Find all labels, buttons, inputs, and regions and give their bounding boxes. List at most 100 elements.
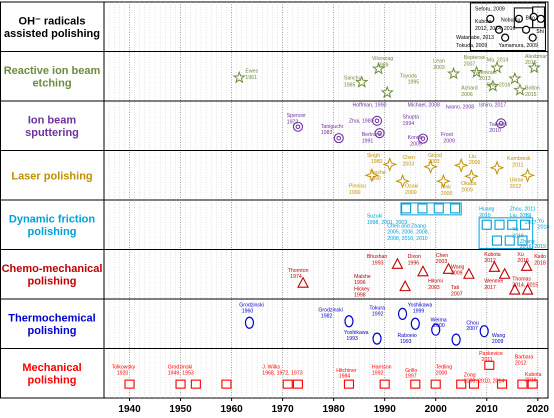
cmp-point-0 bbox=[297, 276, 309, 288]
thermo-point-3 bbox=[397, 307, 408, 320]
thermo-annotation-5: 1992 bbox=[372, 311, 384, 317]
ibs-annotation-13: Kondo bbox=[408, 135, 423, 141]
oh-annotation-2: 2012, 2014, 2016 bbox=[475, 26, 516, 32]
laser-annotation-11: 1990 bbox=[369, 176, 381, 182]
ibs-annotation-9: Taniguchi bbox=[321, 124, 343, 130]
mech-annotation-16: Barbara bbox=[515, 354, 534, 360]
oh-point-0 bbox=[486, 14, 495, 23]
cmp-annotation-19: 1998 bbox=[354, 293, 366, 299]
mech-annotation-12: Tedling bbox=[436, 364, 453, 370]
mech-annotation-3: 1949, 1953 bbox=[168, 370, 194, 376]
ibs-annotation-12: 1991 bbox=[362, 139, 374, 145]
oh-annotation-8: Shi bbox=[536, 29, 544, 35]
cmp-annotation-22: Tati bbox=[451, 285, 459, 291]
laser-annotation-6: Liu bbox=[469, 154, 476, 160]
dfp-point-3 bbox=[450, 203, 461, 214]
rie-annotation-1: 1961 bbox=[245, 75, 257, 81]
cmp-annotation-4: Chen bbox=[436, 253, 449, 259]
thermo-annotation-0: Grodzinski bbox=[239, 302, 264, 308]
thermo-annotation-12: Raboeio bbox=[397, 333, 416, 339]
cmp-annotation-5: 2003 bbox=[436, 259, 448, 265]
cmp-point-9 bbox=[508, 283, 521, 295]
thermo-annotation-8: Weima bbox=[431, 317, 447, 323]
rie-annotation-13: Alexbman bbox=[525, 54, 548, 60]
laser-annotation-21: 2012 bbox=[510, 184, 522, 190]
row-label-ibs: Ion beam bbox=[28, 115, 77, 127]
rie-point-9 bbox=[486, 79, 500, 92]
oh-annotation-4: Tokuda, 2009 bbox=[456, 43, 487, 49]
cmp-point-4 bbox=[442, 262, 455, 274]
rie-annotation-7: 1995 bbox=[408, 80, 420, 86]
rie-annotation-18: 2006 bbox=[461, 92, 473, 98]
data-marks bbox=[124, 12, 545, 389]
rie-annotation-5: 1985 bbox=[344, 83, 356, 89]
row-label-dfp: polishing bbox=[28, 226, 77, 238]
dfp-point-7 bbox=[519, 219, 531, 230]
laser-point-2 bbox=[395, 173, 411, 189]
thermo-annotation-3: 1982 bbox=[321, 313, 333, 319]
ibs-point-5 bbox=[371, 115, 383, 126]
thermo-annotation-14: Chou bbox=[466, 320, 479, 326]
laser-point-3 bbox=[423, 159, 439, 175]
row-label-cmp: Chemo-mechanical bbox=[2, 263, 103, 275]
mech-point-1 bbox=[175, 379, 186, 389]
cmp-annotation-9: 2012 bbox=[484, 258, 496, 264]
oh-annotation-1: Kubota bbox=[475, 19, 492, 25]
cmp-annotation-10: Xu bbox=[517, 252, 523, 258]
thermo-point-1 bbox=[344, 315, 354, 328]
oh-annotation-3: Watanabe, 2013 bbox=[456, 35, 494, 41]
dfp-annotation-6: Yu bbox=[525, 213, 531, 219]
mech-annotation-9: 1992 bbox=[372, 370, 384, 376]
x-tick-label-6: 2000 bbox=[425, 404, 448, 415]
laser-annotation-8: Kumbresk bbox=[507, 156, 531, 162]
row-label-rie: etching bbox=[32, 78, 71, 90]
rie-annotation-10: Bepterssi bbox=[464, 55, 486, 61]
cmp-annotation-18: Hickey bbox=[354, 287, 370, 293]
dfp-point-9 bbox=[504, 235, 515, 246]
rie-point-8 bbox=[527, 60, 541, 74]
rie-annotation-11: 2007 bbox=[464, 61, 476, 67]
dfp-point-6 bbox=[507, 219, 518, 230]
thermo-annotation-11: 1993 bbox=[346, 336, 358, 342]
rie-annotation-16: 2013 bbox=[479, 76, 491, 82]
rie-point-4 bbox=[447, 66, 461, 80]
laser-annotation-17: 2000 bbox=[441, 191, 453, 197]
thermo-annotation-2: Grodzinski bbox=[318, 307, 343, 313]
dfp-point-10 bbox=[517, 235, 528, 246]
cmp-annotation-21: 2003 bbox=[428, 285, 440, 291]
rie-point-2 bbox=[371, 61, 386, 75]
rie-annotation-9: 2003 bbox=[433, 65, 445, 71]
mech-point-6 bbox=[343, 379, 355, 389]
thermo-point-4 bbox=[410, 317, 420, 330]
rie-annotation-17: Achard bbox=[461, 86, 478, 92]
row-label-cmp: polishing bbox=[28, 276, 77, 288]
ibs-annotation-17: Takeshi bbox=[489, 122, 507, 128]
dfp-point-2 bbox=[433, 203, 444, 214]
mech-annotation-21: 2016 bbox=[525, 378, 537, 384]
dfp-annotation-2: Huang bbox=[479, 206, 494, 212]
thermo-annotation-13: 1993 bbox=[400, 339, 412, 345]
ibs-annotation-2: Iwano, 2008 bbox=[446, 104, 474, 110]
cmp-point-6 bbox=[488, 260, 501, 272]
thermo-annotation-7: 1999 bbox=[413, 308, 425, 314]
group-box-dfp bbox=[478, 217, 534, 250]
laser-annotation-5: 2003 bbox=[428, 159, 440, 165]
rie-annotation-3: 1989 bbox=[377, 62, 389, 68]
rie-annotation-8: Lean bbox=[433, 58, 445, 64]
dfp-annotation-0: Suzuki bbox=[367, 213, 383, 219]
mech-point-0 bbox=[124, 379, 135, 389]
mech-annotation-20: Kubota bbox=[525, 372, 542, 378]
rie-annotation-20: Bolton bbox=[525, 86, 540, 92]
ibs-annotation-5: 1972 bbox=[287, 119, 299, 125]
dfp-annotation-8: Chen and Zhang bbox=[387, 223, 426, 229]
x-tick-label-2: 1960 bbox=[220, 404, 243, 415]
cmp-annotation-14: Thornton bbox=[288, 268, 309, 274]
laser-annotation-13: 1990 bbox=[349, 190, 361, 196]
ibs-annotation-10: 1983 bbox=[321, 130, 333, 136]
ibs-point-1 bbox=[333, 133, 344, 144]
x-tick-label-5: 1990 bbox=[374, 404, 397, 415]
thermo-point-7 bbox=[479, 325, 489, 338]
ibs-annotation-11: Bertrand bbox=[362, 132, 382, 138]
cmp-annotation-11: 2015 bbox=[517, 258, 529, 264]
mech-annotation-5: 1968, 1972, 1973 bbox=[262, 370, 303, 376]
